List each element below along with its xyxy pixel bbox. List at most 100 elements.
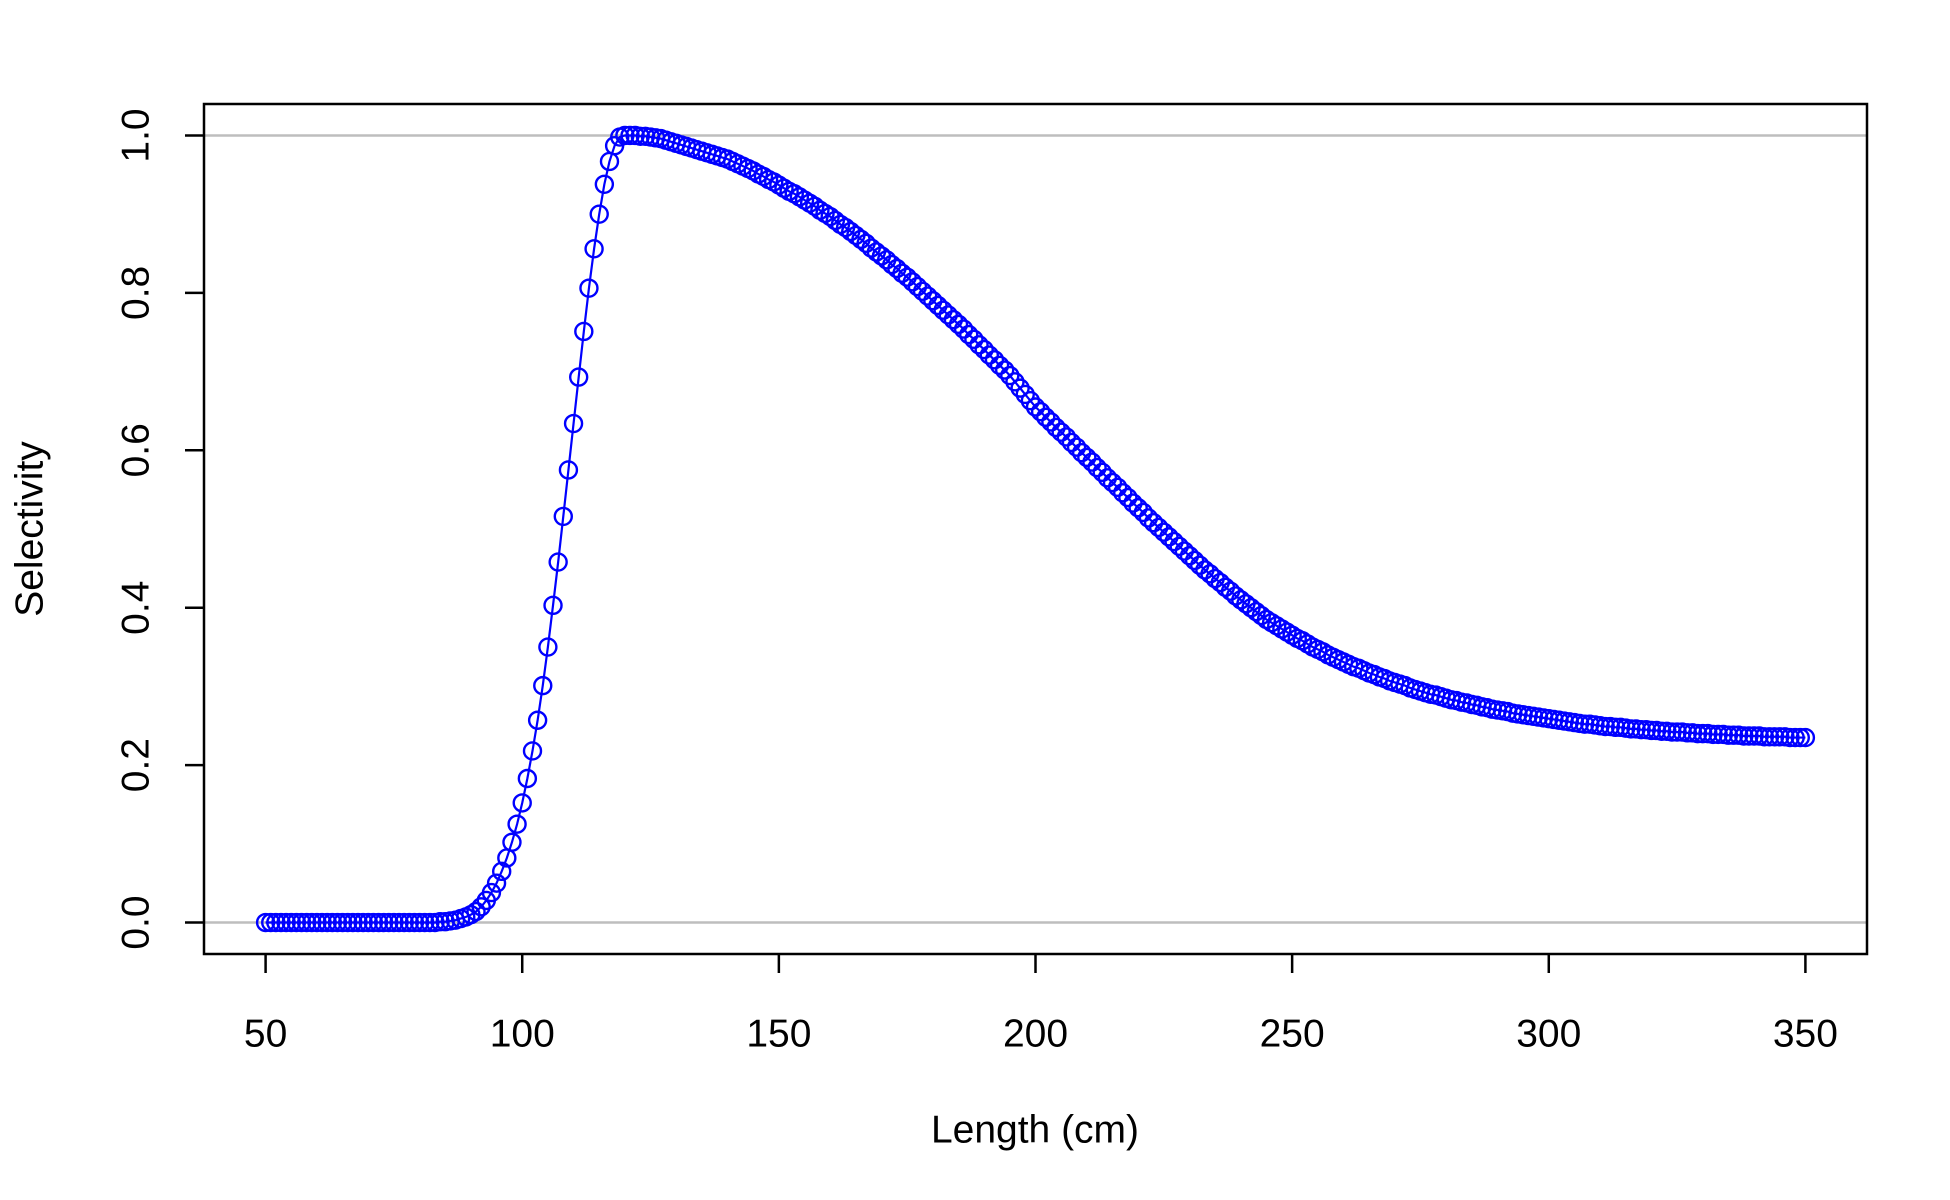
- data-point: [281, 912, 301, 933]
- x-tick-label: 100: [490, 1012, 555, 1055]
- data-point: [1744, 726, 1764, 746]
- x-axis-title: Length (cm): [931, 1108, 1139, 1151]
- data-point: [271, 912, 291, 933]
- y-axis-title: Selectivity: [8, 441, 51, 617]
- data-point: [553, 506, 573, 527]
- x-tick-label: 50: [244, 1012, 287, 1055]
- data-point: [507, 814, 527, 834]
- data-point: [1128, 498, 1148, 518]
- data-point: [1693, 723, 1713, 744]
- data-point: [1785, 727, 1805, 748]
- data-point: [1082, 452, 1102, 472]
- data-point: [1595, 716, 1615, 737]
- x-tick-label: 150: [746, 1012, 811, 1055]
- data-point: [1251, 605, 1272, 626]
- data-point: [1677, 723, 1698, 743]
- data-point: [481, 882, 502, 903]
- data-point: [1795, 727, 1816, 748]
- data-point: [1621, 719, 1641, 739]
- data-point: [286, 912, 307, 933]
- data-point: [512, 793, 532, 813]
- data-point: [1718, 725, 1739, 745]
- data-point: [276, 912, 296, 933]
- data-point: [1020, 391, 1041, 411]
- data-point: [1036, 407, 1056, 427]
- data-point: [1754, 727, 1775, 747]
- data-point: [1118, 487, 1138, 508]
- data-point: [1000, 365, 1020, 386]
- data-point: [805, 196, 825, 217]
- data-point: [527, 710, 548, 730]
- data-point: [317, 912, 337, 933]
- data-point: [989, 355, 1010, 375]
- data-point: [1087, 457, 1107, 478]
- data-point: [1113, 483, 1133, 503]
- data-point: [379, 912, 399, 933]
- data-point: [548, 552, 568, 572]
- data-point: [589, 204, 609, 224]
- data-point: [363, 912, 384, 933]
- data-point: [1025, 397, 1046, 417]
- data-point: [322, 912, 343, 933]
- data-point: [1734, 726, 1754, 746]
- data-point: [1102, 472, 1123, 493]
- y-tick-label: 0.6: [114, 423, 157, 477]
- data-point: [1764, 727, 1785, 747]
- plot-frame: [202, 102, 1869, 956]
- data-point: [332, 912, 353, 933]
- data-point: [343, 912, 363, 933]
- data-point: [1056, 427, 1076, 447]
- data-point: [302, 912, 322, 933]
- data-point: [1133, 502, 1153, 523]
- data-point: [964, 329, 984, 350]
- data-point: [502, 832, 522, 852]
- data-point: [517, 768, 538, 789]
- data-point: [1575, 714, 1595, 734]
- data-point: [327, 912, 348, 933]
- data-point: [615, 125, 635, 146]
- data-point: [1703, 724, 1723, 745]
- data-point: [1687, 723, 1708, 744]
- data-point: [338, 912, 358, 933]
- data-point: [466, 901, 486, 922]
- data-point: [1739, 726, 1759, 746]
- data-point: [1030, 402, 1051, 422]
- data-point: [574, 321, 594, 342]
- data-point: [584, 239, 604, 259]
- data-point: [1041, 412, 1061, 432]
- data-point: [620, 125, 640, 146]
- y-tick-label: 0.8: [114, 266, 157, 320]
- data-point: [266, 912, 286, 933]
- data-point: [825, 210, 846, 231]
- data-point: [291, 912, 312, 933]
- data-point: [979, 345, 1000, 365]
- data-point: [543, 595, 563, 616]
- data-point: [1790, 727, 1810, 748]
- data-point: [1061, 432, 1082, 453]
- data-point: [984, 350, 1005, 370]
- data-point: [995, 360, 1015, 380]
- data-point: [1015, 384, 1035, 405]
- data-point: [430, 912, 450, 932]
- data-point: [415, 912, 435, 933]
- data-point: [312, 912, 332, 933]
- data-point: [409, 912, 430, 933]
- data-point: [373, 912, 394, 933]
- data-line: [265, 134, 1806, 924]
- data-point: [404, 912, 425, 933]
- data-point: [1077, 447, 1097, 468]
- data-point: [358, 912, 378, 933]
- data-point: [522, 741, 543, 761]
- data-point: [568, 367, 589, 387]
- data-point: [399, 912, 420, 933]
- data-point: [486, 873, 507, 893]
- data-point: [1092, 462, 1112, 483]
- data-point: [368, 912, 389, 933]
- data-point: [384, 912, 404, 933]
- data-point: [959, 324, 979, 345]
- y-tick-label: 0.4: [114, 581, 157, 635]
- data-point: [1641, 720, 1662, 741]
- data-point: [1605, 717, 1626, 738]
- data-point: [969, 335, 989, 355]
